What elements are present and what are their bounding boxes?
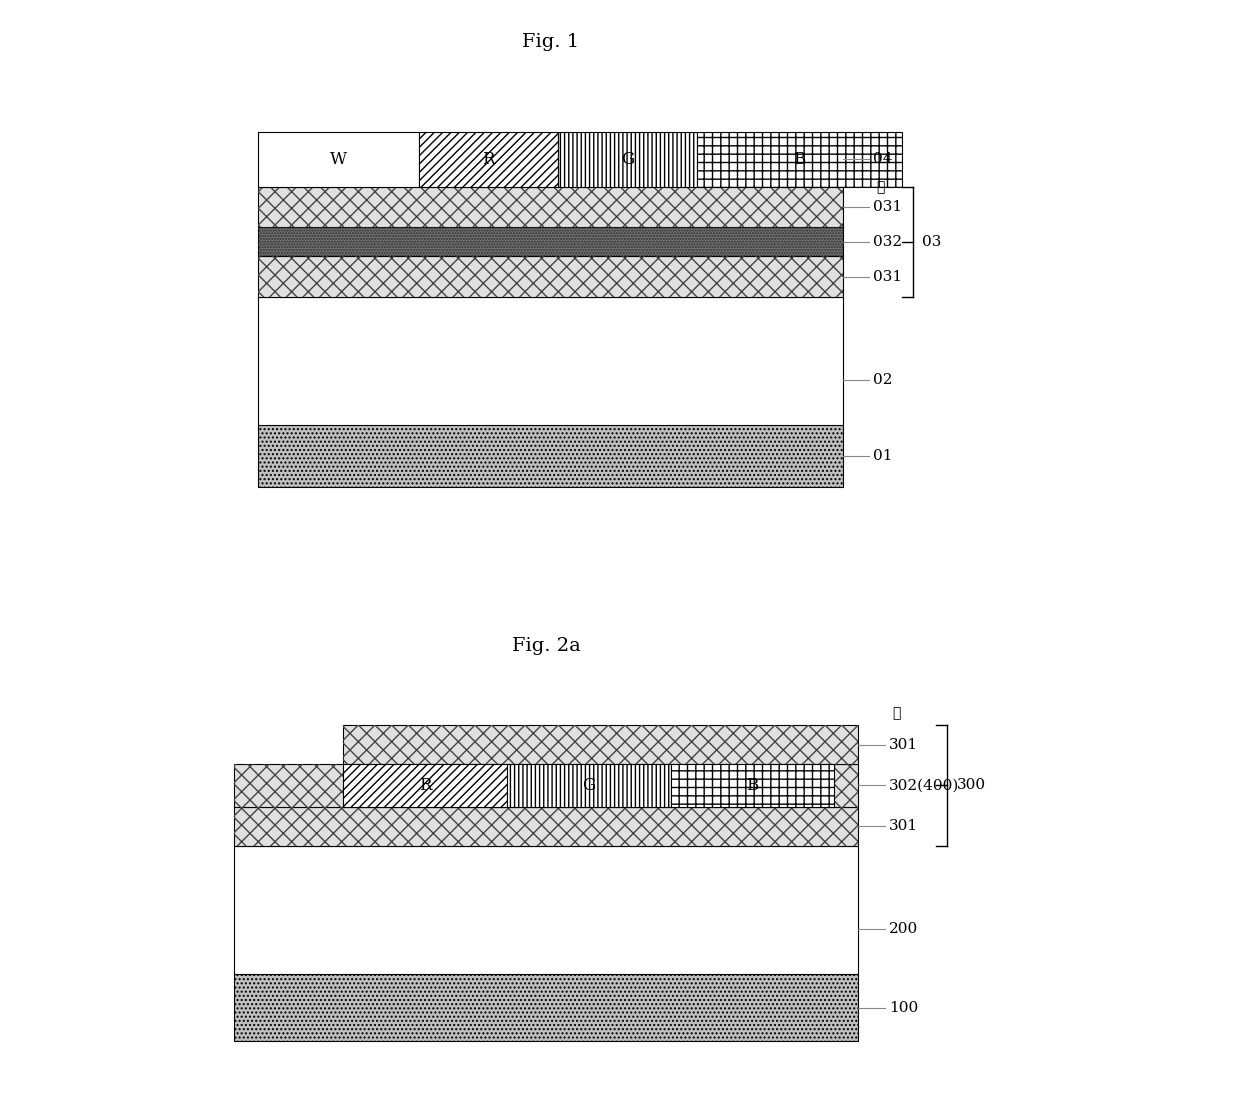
Bar: [343, 725, 858, 764]
Text: 02: 02: [873, 372, 892, 387]
Text: 01: 01: [873, 449, 892, 463]
Text: Fig. 1: Fig. 1: [522, 33, 579, 52]
Bar: [258, 296, 843, 424]
Bar: [234, 975, 858, 1041]
Text: 03: 03: [921, 234, 941, 249]
Bar: [258, 228, 843, 256]
Bar: [234, 764, 858, 807]
Text: R: R: [482, 151, 495, 168]
Bar: [258, 228, 843, 256]
Bar: [258, 424, 843, 487]
Bar: [258, 187, 843, 228]
Text: 04: 04: [873, 152, 892, 167]
Bar: [234, 807, 858, 845]
Bar: [258, 131, 419, 187]
Bar: [258, 424, 843, 487]
Bar: [343, 764, 507, 807]
Text: 031: 031: [873, 270, 901, 284]
Bar: [258, 187, 843, 228]
Bar: [234, 975, 858, 1041]
Bar: [419, 131, 558, 187]
Text: 301: 301: [889, 737, 918, 751]
Text: G: G: [621, 151, 634, 168]
Bar: [671, 764, 835, 807]
Bar: [258, 256, 843, 296]
Text: 302(400): 302(400): [889, 779, 960, 792]
Text: R: R: [419, 777, 432, 794]
Text: 100: 100: [889, 1000, 918, 1014]
Bar: [507, 764, 671, 807]
Bar: [697, 131, 901, 187]
Bar: [558, 131, 697, 187]
Text: B: B: [794, 151, 806, 168]
Text: ⋮: ⋮: [893, 706, 901, 720]
Bar: [258, 256, 843, 296]
Text: 200: 200: [889, 923, 918, 936]
Bar: [343, 725, 858, 764]
Text: ⋮: ⋮: [877, 180, 884, 193]
Bar: [234, 845, 858, 975]
Text: B: B: [746, 777, 759, 794]
Bar: [234, 807, 858, 845]
Text: 032: 032: [873, 234, 901, 249]
Bar: [234, 764, 858, 807]
Text: W: W: [330, 151, 347, 168]
Text: G: G: [583, 777, 595, 794]
Text: 031: 031: [873, 200, 901, 214]
Text: 300: 300: [956, 779, 986, 792]
Text: Fig. 2a: Fig. 2a: [512, 636, 580, 655]
Text: 301: 301: [889, 820, 918, 833]
